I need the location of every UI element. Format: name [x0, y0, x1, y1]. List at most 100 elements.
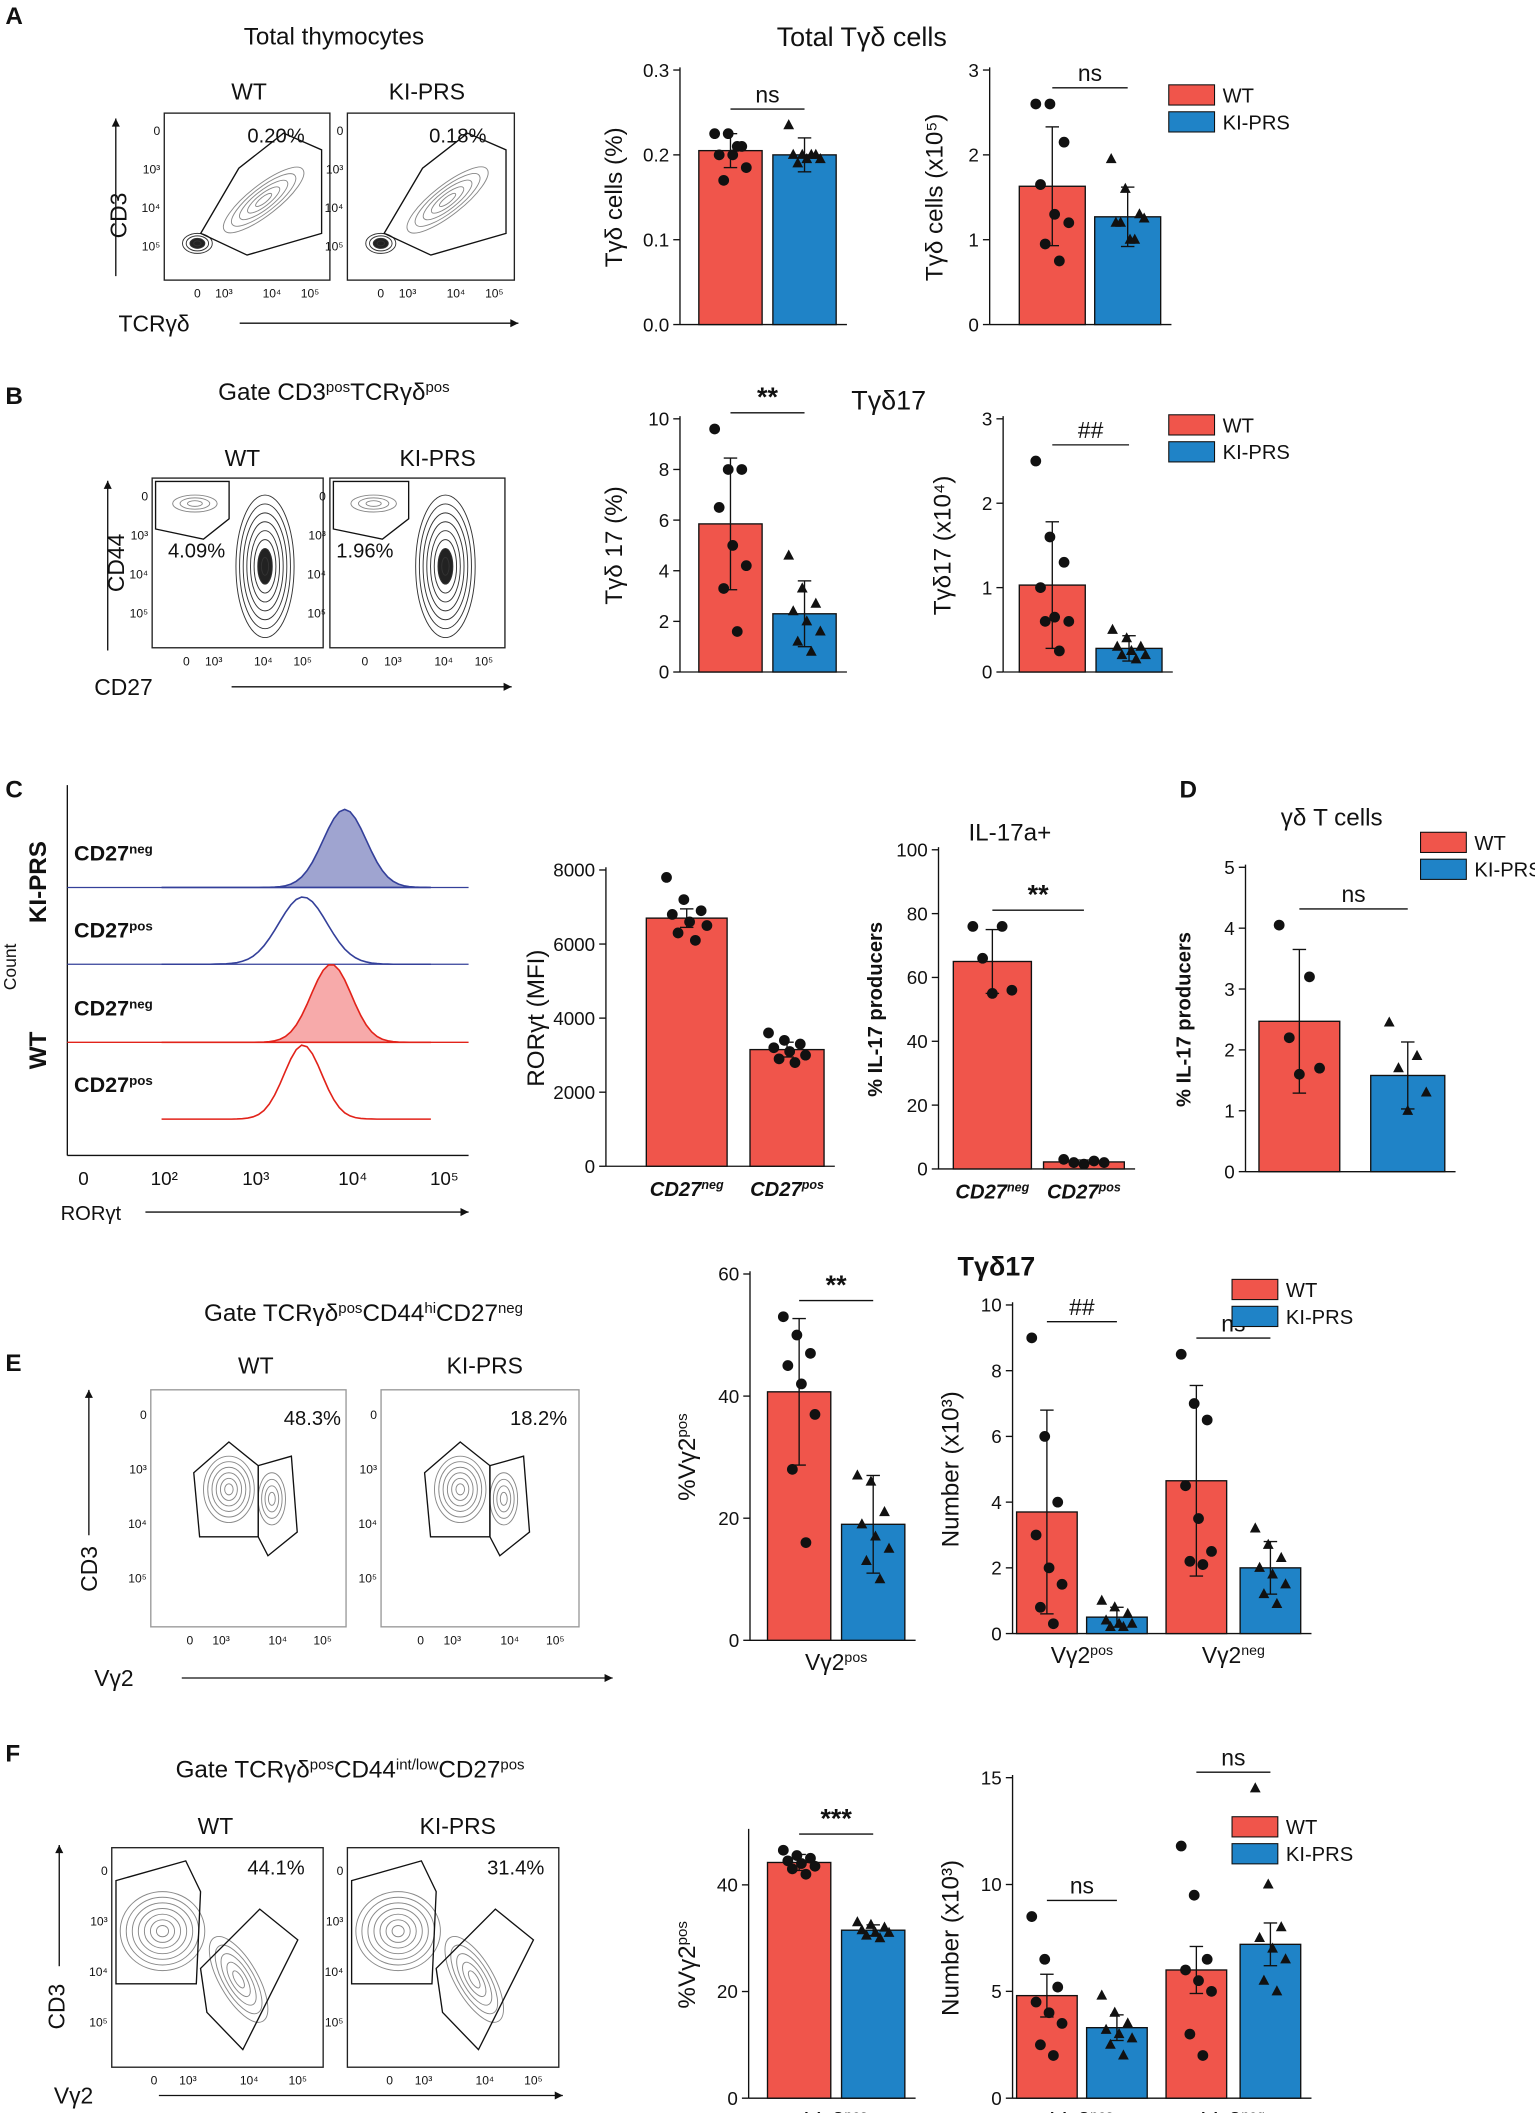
y-tick-label: 6	[659, 510, 669, 531]
data-point	[1052, 1981, 1064, 1993]
data-point	[879, 1506, 890, 1517]
legend-swatch	[1168, 111, 1216, 133]
arrow-head	[604, 1673, 613, 1683]
data-point	[1188, 1889, 1200, 1901]
y-tick-label: 40	[718, 1386, 739, 1407]
flow-y-tick-label: 10⁵	[325, 2015, 343, 2029]
x-tick-label-part: pos	[1090, 2108, 1113, 2113]
data-point	[1098, 1157, 1110, 1168]
flow-contour	[367, 1902, 429, 1960]
x-tick-label-part: pos	[1090, 1643, 1113, 1659]
x-tick-label-part: Vγ2	[1202, 2107, 1241, 2113]
chart-title: IL-17a+	[968, 819, 1051, 846]
y-tick-label: 100	[896, 840, 927, 861]
flow-x-tick-label: 10³	[415, 2074, 433, 2088]
data-point	[800, 1049, 811, 1061]
y-tick-label: 60	[718, 1264, 739, 1285]
data-point	[1043, 1562, 1055, 1574]
flow-x-tick-label: 10⁵	[475, 654, 493, 668]
significance-label: **	[826, 1270, 847, 1300]
lane-label: CD27pos	[74, 918, 153, 943]
data-point	[796, 1858, 807, 1869]
data-point	[786, 1863, 798, 1875]
data-point	[865, 1918, 877, 1929]
x-tick-label: Vγ2pos	[805, 1649, 867, 1675]
flow-title-part: pos	[500, 1756, 524, 1773]
data-point	[1119, 182, 1131, 193]
flow-x-label: TCRγδ	[118, 310, 189, 336]
data-point	[1249, 1522, 1261, 1533]
data-point	[883, 1542, 895, 1553]
data-point	[1280, 1578, 1291, 1589]
flow-y-tick-label: 0	[153, 124, 160, 138]
flow-y-label: CD44	[103, 533, 129, 592]
x-tick-label-part: Vγ2	[805, 2107, 844, 2113]
flow-x-tick-label: 10⁵	[289, 2074, 307, 2088]
y-tick-label: 40	[907, 1031, 928, 1052]
y-axis-label-part: pos	[673, 1413, 690, 1437]
flow-y-tick-label: 10³	[131, 528, 149, 542]
flow-percent: 0.20%	[247, 126, 304, 148]
legend-label: WT	[1286, 1817, 1317, 1839]
flow-percent: 44.1%	[247, 1858, 304, 1880]
data-point	[796, 1378, 807, 1390]
flow-y-tick-label: 10⁵	[130, 607, 148, 621]
significance-label: ns	[1070, 1873, 1094, 1899]
legend-swatch	[1420, 858, 1467, 880]
flow-x-tick-label: 10⁵	[485, 287, 503, 301]
data-point	[1175, 1348, 1187, 1360]
error-bar	[1189, 1384, 1204, 1577]
y-tick-label: 0.2	[643, 145, 669, 166]
lane-label: CD27neg	[74, 996, 153, 1021]
flow-y-tick-label: 10³	[308, 528, 326, 542]
data-point	[1201, 1953, 1213, 1965]
flow-y-label: CD3	[106, 193, 132, 239]
flow-gate	[257, 1455, 298, 1557]
data-point	[731, 626, 743, 637]
data-point	[777, 1311, 789, 1323]
flow-group-label: WT	[231, 79, 267, 105]
data-point	[1383, 1016, 1395, 1027]
flow-x-label: Vγ2	[54, 2083, 93, 2109]
x-tick-label-part: CD27	[1047, 1182, 1100, 1204]
y-tick-label: 20	[718, 1508, 739, 1529]
legend-label: WT	[1223, 85, 1254, 107]
legend-swatch	[1168, 441, 1216, 463]
y-tick-label: 0	[729, 1630, 739, 1651]
flow-contour	[365, 500, 382, 507]
data-point	[1280, 1953, 1291, 1964]
x-tick-label: Vγ2pos	[1051, 2107, 1113, 2113]
flow-y-tick-label: 0	[140, 1408, 147, 1422]
flow-contour	[230, 173, 297, 227]
y-tick-label: 5	[1224, 857, 1234, 878]
data-point	[800, 1868, 812, 1880]
histogram-tick-label: 10²	[151, 1168, 178, 1189]
flow-contour	[250, 530, 281, 603]
legend-swatch	[1168, 84, 1216, 106]
flow-x-tick-label: 10⁵	[546, 1633, 564, 1647]
data-point	[1193, 1975, 1204, 1987]
flow-group-label: KI-PRS	[399, 445, 475, 471]
arrow-head	[103, 480, 112, 489]
y-tick-label: 4	[1224, 918, 1234, 939]
legend-label: KI-PRS	[1286, 1844, 1353, 1866]
x-tick-label-part: neg	[1241, 1643, 1265, 1659]
data-point	[1058, 556, 1070, 568]
data-point	[861, 1554, 872, 1565]
flow-contour	[456, 1953, 493, 2006]
x-tick-label-part: Vγ2	[805, 1649, 844, 1675]
x-tick-label-part: pos	[801, 1178, 824, 1192]
flow-contour	[179, 497, 211, 510]
data-point	[1105, 1620, 1116, 1632]
flow-x-tick-label: 10⁵	[313, 1633, 331, 1647]
flow-title-part: pos	[425, 378, 449, 395]
data-point	[1197, 2050, 1209, 2061]
flow-contour	[499, 1491, 508, 1506]
flow-plot-frame	[151, 477, 324, 649]
flow-group-label: KI-PRS	[447, 1353, 523, 1379]
data-point	[695, 905, 707, 917]
data-point	[856, 1924, 868, 1935]
flow-contour	[391, 1924, 405, 1938]
data-point	[1275, 1551, 1287, 1563]
y-tick-label: 0	[991, 1623, 1001, 1644]
